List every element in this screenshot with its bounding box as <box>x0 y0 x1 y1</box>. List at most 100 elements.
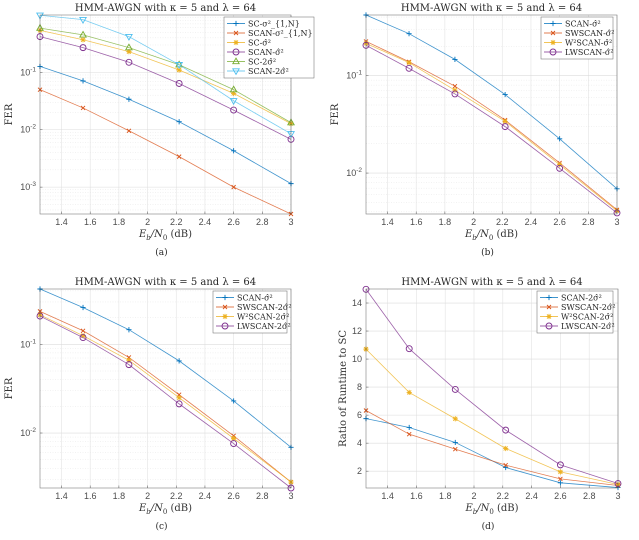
series-0 <box>363 416 621 491</box>
chart-title: HMM-AWGN with κ = 5 and λ = 64 <box>75 277 256 288</box>
data-point <box>79 30 88 38</box>
legend-label: LWSCAN-2σ̂² <box>561 322 615 331</box>
data-point <box>452 83 458 89</box>
legend-label: SCAN-σ̂² <box>565 20 601 29</box>
x-tick-label: 1.4 <box>55 217 68 227</box>
y-tick-label: 10-2 <box>346 167 362 178</box>
legend-label: SCAN-2σ̂² <box>248 67 289 76</box>
data-point <box>231 398 237 404</box>
x-axis-label: Eb/N0 (dB) <box>138 229 192 242</box>
series-line <box>365 289 619 484</box>
data-point <box>80 37 86 43</box>
data-point <box>558 476 563 482</box>
legend-marker <box>233 30 239 36</box>
data-point <box>80 304 86 311</box>
y-tick-label: 10-1 <box>20 66 36 77</box>
x-tick-label: 2.6 <box>227 491 240 501</box>
legend-label: SCAN-σ̂² <box>237 294 273 303</box>
data-point <box>503 464 509 471</box>
legend: SCAN-2σ̂²SWSCAN-2σ̂²W²SCAN-2σ̂²LWSCAN-2σ… <box>536 290 616 334</box>
data-point <box>451 386 459 393</box>
legend-label: W²SCAN-σ̂² <box>565 39 612 48</box>
legend-label: SC-σ̂² <box>248 39 271 48</box>
data-point <box>126 327 132 333</box>
y-tick-label: 10-1 <box>346 70 362 81</box>
x-tick-label: 3 <box>288 217 293 227</box>
data-point <box>231 90 237 97</box>
y-tick-label: 10-3 <box>20 181 36 192</box>
data-point <box>80 78 86 84</box>
data-point <box>452 446 458 452</box>
series-line <box>365 42 618 212</box>
series-line <box>365 14 618 190</box>
x-tick-label: 2.4 <box>525 217 538 227</box>
x-tick-label: 2 <box>145 491 150 501</box>
panel-caption: (c) <box>155 521 167 532</box>
data-point <box>405 345 413 353</box>
series-line <box>39 311 292 483</box>
legend-marker <box>233 20 239 27</box>
data-point <box>126 357 132 363</box>
axes-box <box>365 14 618 215</box>
data-point <box>125 361 133 369</box>
legend-marker <box>550 39 556 46</box>
series-line <box>365 348 619 485</box>
data-point <box>502 118 508 124</box>
legend-marker <box>546 313 552 320</box>
series-line <box>39 89 292 215</box>
series-line <box>39 27 292 123</box>
x-tick-label: 2.4 <box>199 217 212 227</box>
series-line <box>39 29 292 124</box>
series-line <box>365 410 619 486</box>
x-tick-label: 1.8 <box>113 217 126 227</box>
data-point <box>80 105 86 111</box>
data-point <box>452 56 458 63</box>
x-tick-label: 1.6 <box>410 491 423 501</box>
data-point <box>229 98 238 106</box>
x-tick-label: 2.2 <box>497 491 510 501</box>
legend-marker <box>221 322 229 330</box>
data-point <box>79 44 87 52</box>
data-point <box>502 426 510 434</box>
x-tick-label: 2.2 <box>170 491 183 501</box>
y-tick-label: 10-2 <box>20 427 36 438</box>
x-tick-label: 2.8 <box>256 217 269 227</box>
panel-caption: (a) <box>155 247 167 258</box>
x-tick-label: 2 <box>471 217 476 227</box>
x-axis-label: Eb/N0 (dB) <box>464 503 518 516</box>
x-tick-label: 2 <box>471 491 476 501</box>
legend-label: LWSCAN-2σ̂² <box>237 322 291 331</box>
legend-label: W²SCAN-2σ̂² <box>561 313 613 322</box>
legend-label: SCAN-σ²_{1,N} <box>248 29 313 38</box>
legend-marker <box>222 304 228 310</box>
y-axis-label: FER <box>4 103 15 125</box>
data-point <box>80 328 86 334</box>
x-tick-label: 2.8 <box>583 491 596 501</box>
data-point <box>230 440 238 448</box>
chart-panel-a: 1.4 1.6 1.8 2 2.2 2.4 2.6 2.8 3 10-3 10-2 10-1 HMM-A… <box>4 3 315 258</box>
axes-box <box>39 288 292 489</box>
data-point <box>451 90 459 98</box>
data-point <box>126 128 132 134</box>
series-line <box>39 315 292 489</box>
data-point <box>125 58 133 66</box>
y-tick-label: 4 <box>357 438 362 448</box>
data-point <box>124 33 133 41</box>
legend-marker <box>232 68 240 76</box>
legend-label: LWSCAN-σ̂² <box>565 48 614 57</box>
data-point <box>124 43 133 51</box>
legend-label: SC-σ²_{1,N} <box>248 20 300 29</box>
legend-marker <box>546 304 552 310</box>
data-point <box>557 469 563 475</box>
legend-marker <box>233 39 239 46</box>
data-point <box>557 136 563 142</box>
series-line <box>39 66 292 184</box>
legend-marker <box>232 57 240 65</box>
data-point <box>557 162 563 168</box>
data-point <box>229 85 238 93</box>
data-point <box>176 154 182 159</box>
x-tick-label: 1.8 <box>113 491 126 501</box>
data-point <box>176 67 182 73</box>
data-point <box>452 439 458 446</box>
data-point <box>231 148 237 154</box>
